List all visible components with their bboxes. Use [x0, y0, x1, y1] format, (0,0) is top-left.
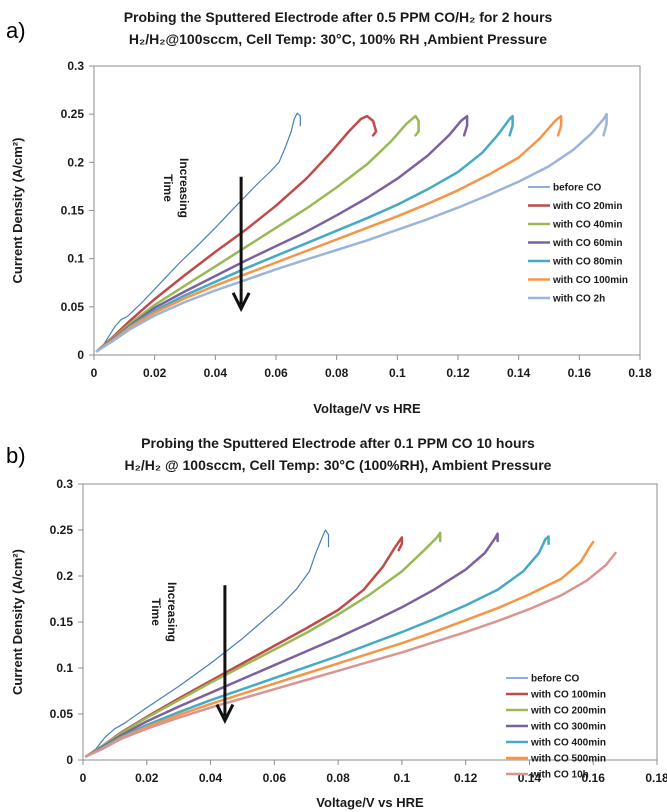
legend-label-1: before CO: [531, 674, 580, 685]
chart-panel-b: b) Probing the Sputtered Electrode after …: [6, 435, 667, 810]
series-line-6: [95, 114, 563, 353]
series-line-5: [95, 114, 514, 353]
annotation-increasing: Increasing: [177, 158, 191, 218]
y-tick-label: 0.15: [50, 615, 74, 629]
x-tick-label: 0: [80, 771, 87, 785]
x-tick-label: 0.02: [143, 366, 167, 380]
y-tick-label: 0.2: [56, 569, 73, 583]
legend: before CO with CO 20min with CO 40min with …: [528, 183, 628, 305]
legend-label-4: with CO 300min: [530, 722, 606, 733]
arrow-head: [231, 292, 251, 313]
series-line-2: [84, 536, 404, 758]
y-axis-label: Current Density (A/cm²): [10, 138, 25, 284]
legend-label-3: with CO 200min: [530, 706, 606, 717]
series-line-4: [95, 114, 469, 353]
series-line-1: [96, 112, 301, 352]
legend-label-4: with CO 60min: [552, 238, 622, 249]
chart-subtitle: H₂/H₂ @ 100sccm, Cell Temp: 30°C (100%RH…: [125, 457, 552, 473]
x-tick-label: 0.1: [394, 771, 411, 785]
y-tick-label: 0: [66, 753, 73, 767]
x-tick-label: 0.08: [326, 771, 350, 785]
y-tick-label: 0.3: [67, 59, 84, 73]
series-line-3: [84, 531, 442, 758]
x-tick-label: 0.1: [389, 366, 406, 380]
y-tick-label: 0.05: [61, 300, 85, 314]
legend-label-5: with CO 400min: [530, 738, 606, 749]
chart-title: Probing the Sputtered Electrode after 0.…: [124, 9, 553, 25]
x-tick-label: 0.04: [204, 366, 228, 380]
series-line-5: [84, 535, 550, 758]
series-line-2: [95, 114, 378, 353]
x-tick-label: 0.18: [645, 771, 667, 785]
annotation-time: Time: [149, 598, 163, 626]
x-tick-label: 0.02: [135, 771, 159, 785]
chart-panel-a: a) Probing the Sputtered Electrode after …: [6, 9, 652, 416]
arrow-head: [215, 703, 235, 724]
x-axis-label: Voltage/V vs HRE: [316, 795, 424, 810]
legend-label-5: with CO 80min: [552, 257, 622, 268]
x-tick-label: 0.06: [264, 366, 288, 380]
y-tick-label: 0.1: [67, 252, 84, 266]
series-line-7: [84, 551, 617, 758]
x-tick-label: 0.04: [199, 771, 223, 785]
y-axis-label: Current Density (A/cm²): [10, 549, 25, 695]
y-tick-label: 0.1: [56, 661, 73, 675]
x-tick-label: 0.12: [454, 771, 478, 785]
y-tick-label: 0: [77, 348, 84, 362]
y-tick-label: 0.2: [67, 155, 84, 169]
x-tick-label: 0.14: [507, 366, 531, 380]
legend-label-6: with CO 500min: [530, 754, 606, 765]
x-tick-label: 0.18: [628, 366, 652, 380]
panel-label: b): [6, 443, 26, 468]
x-tick-label: 0.12: [446, 366, 470, 380]
legend-label-7: with CO 10h: [530, 770, 589, 781]
series-line-4: [84, 532, 499, 758]
annotation-increasing: Increasing: [165, 582, 179, 642]
legend-label-7: with CO 2h: [552, 294, 605, 305]
panel-label: a): [6, 18, 26, 43]
annotation-time: Time: [161, 174, 175, 202]
x-tick-label: 0.06: [263, 771, 287, 785]
series-line-3: [95, 114, 420, 353]
legend-label-1: before CO: [553, 183, 602, 194]
legend-label-2: with CO 20min: [552, 201, 622, 212]
legend: before CO with CO 100min with CO 200min wit…: [506, 674, 606, 781]
y-tick-label: 0.25: [61, 107, 85, 121]
legend-label-3: with CO 40min: [552, 220, 622, 231]
y-tick-label: 0.15: [61, 204, 85, 218]
legend-label-2: with CO 100min: [530, 690, 606, 701]
x-tick-label: 0.08: [325, 366, 349, 380]
y-tick-label: 0.25: [50, 523, 74, 537]
chart-title: Probing the Sputtered Electrode after 0.…: [141, 435, 535, 451]
x-tick-label: 0: [91, 366, 98, 380]
series-line-1: [85, 529, 330, 757]
x-tick-label: 0.16: [568, 366, 592, 380]
chart-subtitle: H₂/H₂@100sccm, Cell Temp: 30°C, 100% RH …: [129, 31, 547, 47]
x-tick-label: 0.16: [582, 771, 606, 785]
series-line-6: [84, 540, 595, 758]
x-axis-label: Voltage/V vs HRE: [313, 401, 421, 416]
series-line-7: [95, 112, 608, 353]
legend-label-6: with CO 100min: [552, 275, 628, 286]
y-tick-label: 0.05: [50, 707, 74, 721]
y-tick-label: 0.3: [56, 477, 73, 491]
